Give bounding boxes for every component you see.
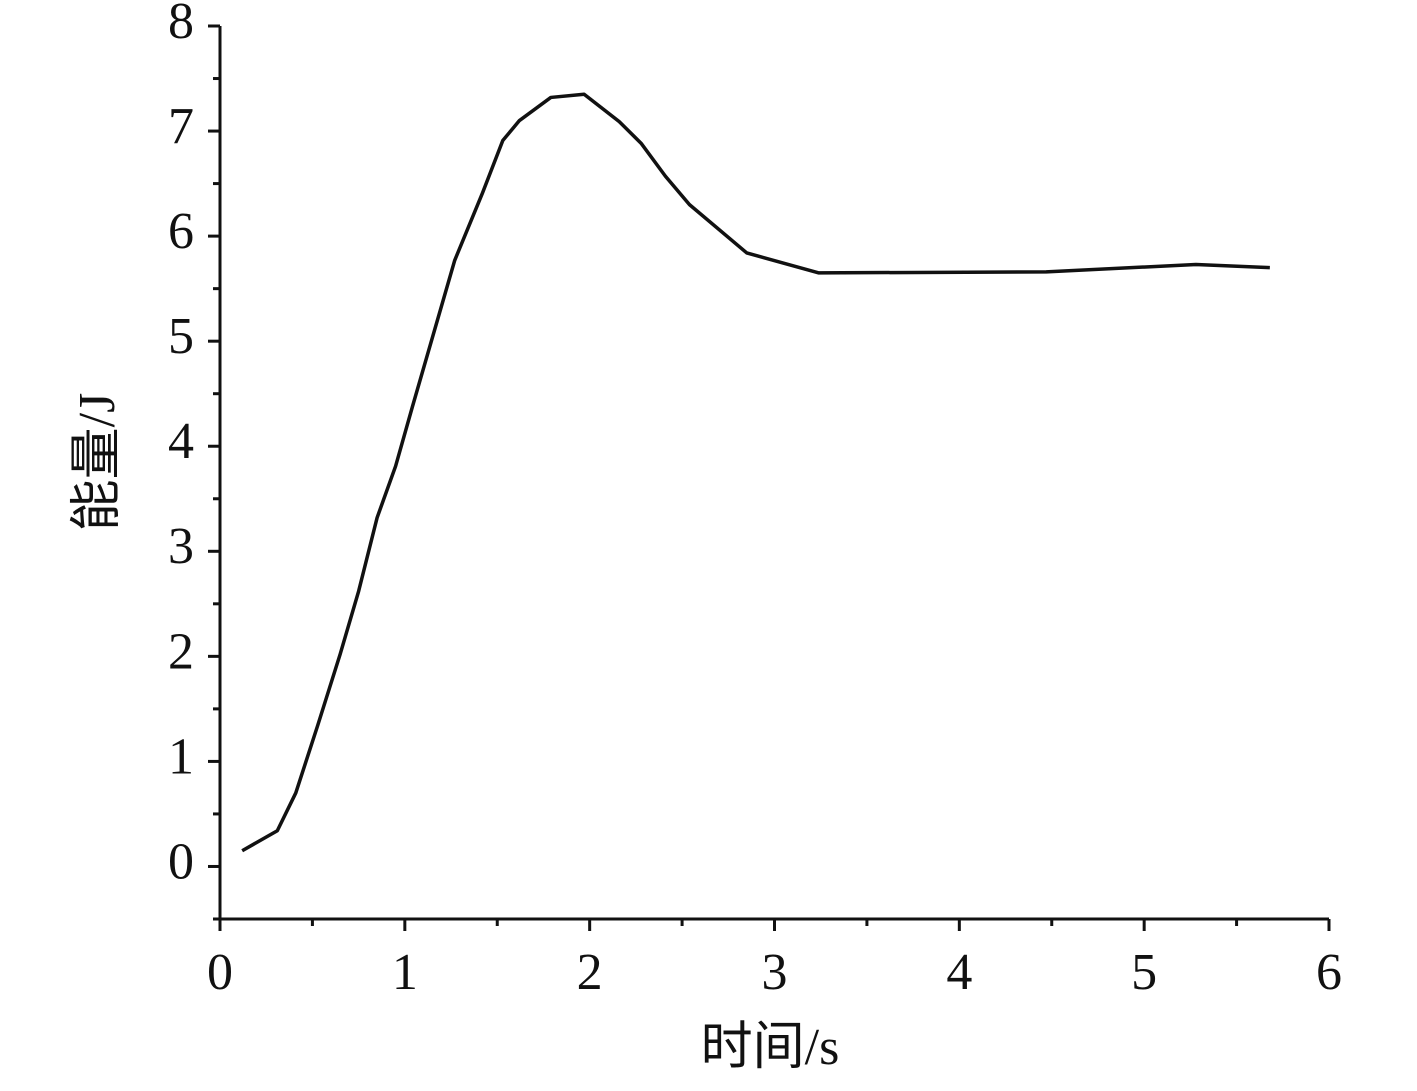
y-tick-label: 3	[168, 518, 194, 575]
y-tick-label: 2	[168, 623, 194, 680]
axes	[218, 26, 1329, 921]
y-tick-label: 1	[168, 728, 194, 785]
x-tick-label: 0	[207, 944, 233, 1001]
y-tick-label: 5	[168, 308, 194, 365]
x-tick-label: 3	[762, 944, 788, 1001]
y-tick-label: 0	[168, 833, 194, 890]
x-tick-label: 4	[946, 944, 972, 1001]
y-tick-label: 6	[168, 203, 194, 260]
y-tick-label: 8	[168, 0, 194, 50]
x-tick-label: 2	[577, 944, 603, 1001]
x-tick-label: 1	[392, 944, 418, 1001]
y-tick-label: 4	[168, 413, 194, 470]
x-tick-label: 5	[1131, 944, 1157, 1001]
data-line	[241, 92, 1270, 853]
y-tick-label: 7	[168, 98, 194, 155]
x-axis-label: 时间/s	[701, 1019, 840, 1076]
x-tick-label: 6	[1316, 944, 1342, 1001]
y-axis-label: 能量/J	[69, 393, 126, 532]
